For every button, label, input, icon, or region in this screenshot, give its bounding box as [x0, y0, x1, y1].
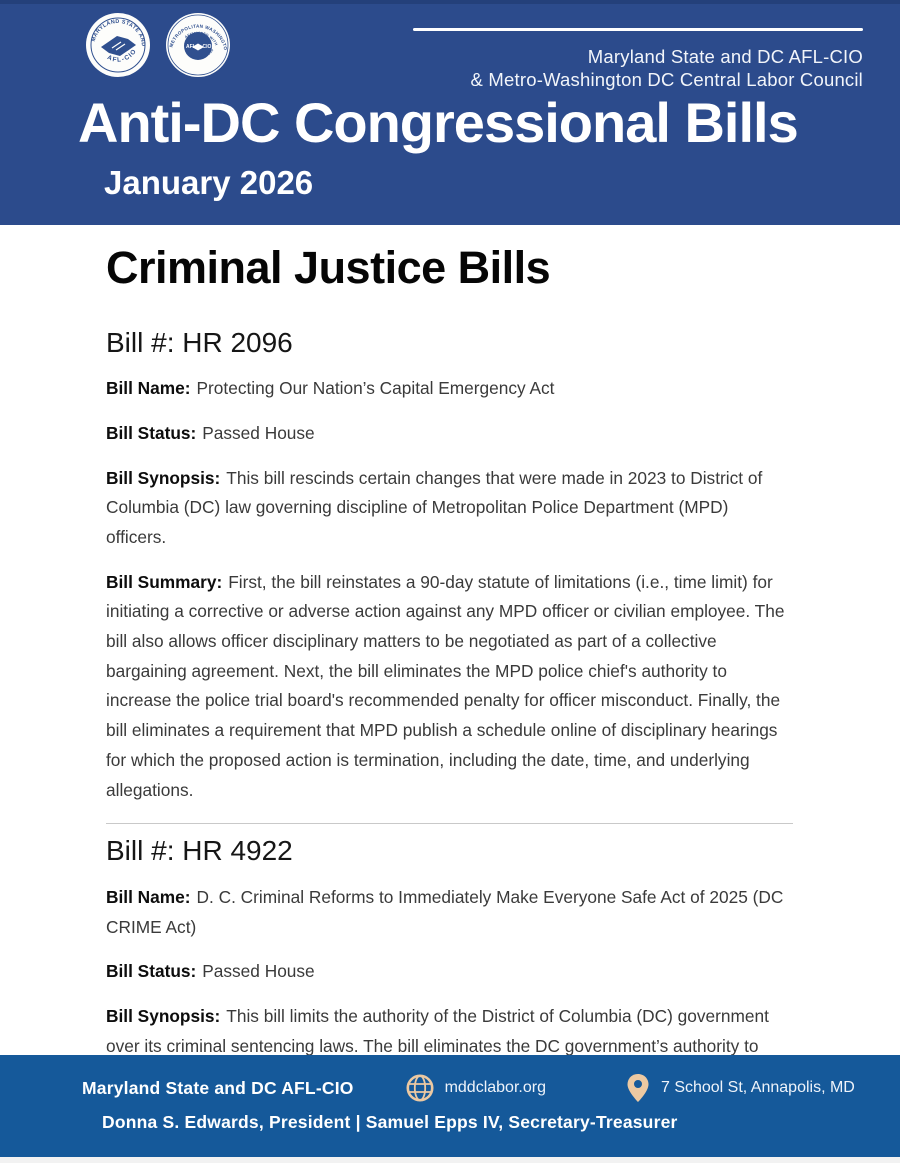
footer-officers: Donna S. Edwards, President | Samuel Epp…	[102, 1112, 678, 1132]
seal2-afl-text: AFL	[186, 44, 196, 50]
header-top-strip	[0, 0, 900, 4]
footer-website-text: mddclabor.org	[444, 1079, 546, 1096]
footer-org-name: Maryland State and DC AFL-CIO	[82, 1077, 354, 1098]
bill-synopsis-value: This bill limits the authority of the Di…	[106, 1005, 769, 1055]
maryland-state-dc-afl-cio-seal-icon: MARYLAND STATE AND D.C. AFL-CIO	[86, 13, 150, 77]
bill-summary-label: Bill Summary:	[106, 571, 223, 592]
bill-summary-field: Bill Summary: First, the bill reinstates …	[106, 568, 793, 806]
bill-number-heading: Bill #: HR 2096	[106, 326, 293, 358]
bill-status-field: Bill Status: Passed House	[106, 957, 793, 987]
bill-name-field: Bill Name: D. C. Criminal Reforms to Imme…	[106, 883, 793, 942]
bill-name-label: Bill Name:	[106, 886, 191, 907]
bill-status-label: Bill Status:	[106, 422, 197, 443]
bill-section-hr2096: Bill #: HR 2096 Bill Name: Protecting Our…	[106, 326, 793, 806]
header-banner: MARYLAND STATE AND D.C. AFL-CIO METROPOL…	[0, 0, 900, 225]
bills-content: Criminal Justice Bills Bill #: HR 2096 B…	[0, 225, 900, 1055]
bill-name-label: Bill Name:	[106, 378, 191, 399]
bill-name-value: D. C. Criminal Reforms to Immediately Ma…	[106, 886, 784, 937]
bill-synopsis-field: Bill Synopsis: This bill rescinds certain…	[106, 464, 793, 553]
page-title: Anti-DC Congressional Bills	[78, 91, 799, 154]
org-line2: & Metro-Washington DC Central Labor Coun…	[470, 69, 863, 90]
bill-number-heading: Bill #: HR 4922	[106, 835, 293, 867]
bill-synopsis-field: Bill Synopsis: This bill limits the autho…	[106, 1002, 793, 1055]
bill-synopsis-label: Bill Synopsis:	[106, 1005, 221, 1026]
bill-name-value: Protecting Our Nation’s Capital Emergenc…	[196, 378, 555, 399]
bill-status-field: Bill Status: Passed House	[106, 419, 793, 449]
logo-group: MARYLAND STATE AND D.C. AFL-CIO METROPOL…	[86, 13, 230, 77]
bill-summary-value: First, the bill reinstates a 90-day stat…	[106, 571, 785, 800]
location-pin-icon	[627, 1074, 649, 1102]
seal2-handshake-icon	[192, 43, 204, 51]
bill-name-field: Bill Name: Protecting Our Nation’s Capita…	[106, 374, 793, 404]
section-title: Criminal Justice Bills	[106, 242, 551, 293]
seal2-cio-text: CIO	[203, 44, 212, 50]
header-rule	[413, 28, 863, 31]
bill-section-hr4922: Bill #: HR 4922 Bill Name: D. C. Criminal…	[106, 834, 793, 1055]
footer-address-text: 7 School St, Annapolis, MD	[660, 1079, 855, 1096]
bill-synopsis-value: This bill rescinds certain changes that …	[106, 467, 763, 547]
bill-status-value: Passed House	[202, 422, 315, 443]
footer-contact-row: Maryland State and DC AFL-CIO mddclabor.…	[0, 1055, 900, 1103]
bill-synopsis-label: Bill Synopsis:	[106, 467, 221, 488]
metropolitan-washington-council-seal-icon: METROPOLITAN WASHINGTON COUNCIL AFFILIAT…	[166, 13, 230, 77]
page-subtitle: January 2026	[104, 164, 314, 201]
org-line1: Maryland State and DC AFL-CIO	[587, 46, 863, 67]
org-name-block: Maryland State and DC AFL-CIO & Metro-Wa…	[393, 28, 863, 91]
bill-status-value: Passed House	[202, 961, 315, 982]
footer-address-item: 7 School St, Annapolis, MD	[626, 1073, 855, 1103]
footer-website-item: mddclabor.org	[406, 1074, 546, 1102]
seal1-handshake-icon	[101, 36, 136, 56]
footer-bottom-strip	[0, 1157, 900, 1163]
globe-icon	[406, 1074, 434, 1102]
bill-status-label: Bill Status:	[106, 961, 197, 982]
section-divider	[106, 823, 793, 825]
footer-banner: Maryland State and DC AFL-CIO mddclabor.…	[0, 1055, 900, 1163]
